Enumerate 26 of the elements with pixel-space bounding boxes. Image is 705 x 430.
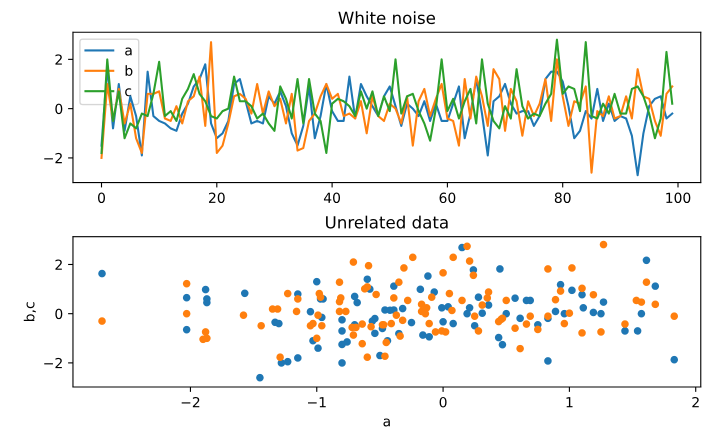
- y-tick-label: 2: [55, 259, 62, 270]
- x-tick-label: −1: [308, 397, 326, 408]
- x-tick-label: 80: [554, 192, 571, 204]
- x-tick-label: 1: [566, 397, 573, 408]
- chart-title: Unrelated data: [326, 216, 448, 229]
- y-tick-label: 0: [55, 104, 62, 114]
- y-tick-label: 0: [55, 308, 62, 320]
- line-series: [100, 63, 674, 176]
- line-series: [100, 41, 674, 174]
- x-tick-label: 100: [666, 192, 690, 204]
- y-tick-label: 2: [55, 54, 62, 65]
- legend-label: a: [125, 48, 132, 56]
- legend-label: b: [126, 65, 132, 76]
- x-tick-label: −2: [182, 396, 200, 408]
- y-tick-label: −2: [44, 152, 62, 164]
- chart-title: White noise: [338, 11, 436, 24]
- x-tick-label: 0: [98, 192, 105, 204]
- x-tick-label: 60: [440, 192, 456, 204]
- x-tick-label: 0: [440, 396, 447, 408]
- x-tick-label: 20: [208, 192, 225, 204]
- y-axis-title: b,c: [24, 302, 36, 322]
- legend-label: c: [125, 88, 132, 96]
- x-tick-label: 40: [324, 192, 340, 204]
- y-tick-label: −2: [44, 358, 62, 368]
- x-tick-label: 2: [692, 396, 699, 408]
- x-axis-title: a: [383, 418, 390, 426]
